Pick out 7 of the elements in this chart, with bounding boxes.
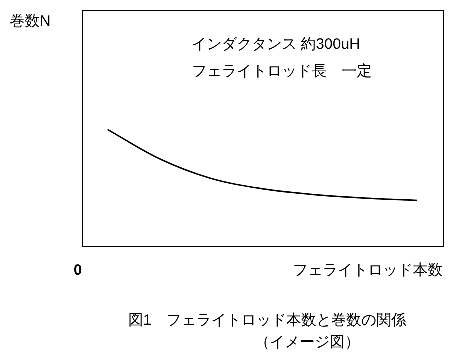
text: 巻数N [10, 13, 51, 30]
text: （イメージ図） [255, 334, 360, 352]
text: インダクタンス 約300uH [192, 36, 360, 54]
caption: 図1 フェライトロッド本数と巻数の関係 [128, 312, 407, 330]
x-axis-title: フェライトロッド本数 [293, 262, 443, 280]
text: 0 [74, 262, 82, 280]
text: フェライトロッド長 一定 [192, 63, 372, 80]
